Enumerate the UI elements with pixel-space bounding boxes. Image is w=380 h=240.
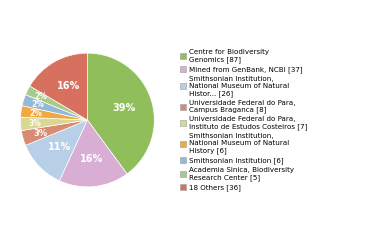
Text: 16%: 16% <box>57 81 80 91</box>
Wedge shape <box>87 53 154 174</box>
Wedge shape <box>25 86 87 120</box>
Wedge shape <box>21 120 87 145</box>
Text: 2%: 2% <box>31 100 44 109</box>
Text: 2%: 2% <box>34 92 47 101</box>
Wedge shape <box>22 95 87 120</box>
Wedge shape <box>21 117 87 131</box>
Wedge shape <box>59 120 127 187</box>
Text: 2%: 2% <box>29 109 42 118</box>
Text: 11%: 11% <box>48 142 71 152</box>
Text: 3%: 3% <box>29 119 42 127</box>
Wedge shape <box>21 106 87 120</box>
Legend: Centre for Biodiversity
Genomics [87], Mined from GenBank, NCBI [37], Smithsonia: Centre for Biodiversity Genomics [87], M… <box>178 48 309 192</box>
Text: 16%: 16% <box>80 154 103 164</box>
Text: 3%: 3% <box>34 129 48 138</box>
Text: 39%: 39% <box>112 103 136 113</box>
Wedge shape <box>25 120 87 181</box>
Wedge shape <box>30 53 87 120</box>
